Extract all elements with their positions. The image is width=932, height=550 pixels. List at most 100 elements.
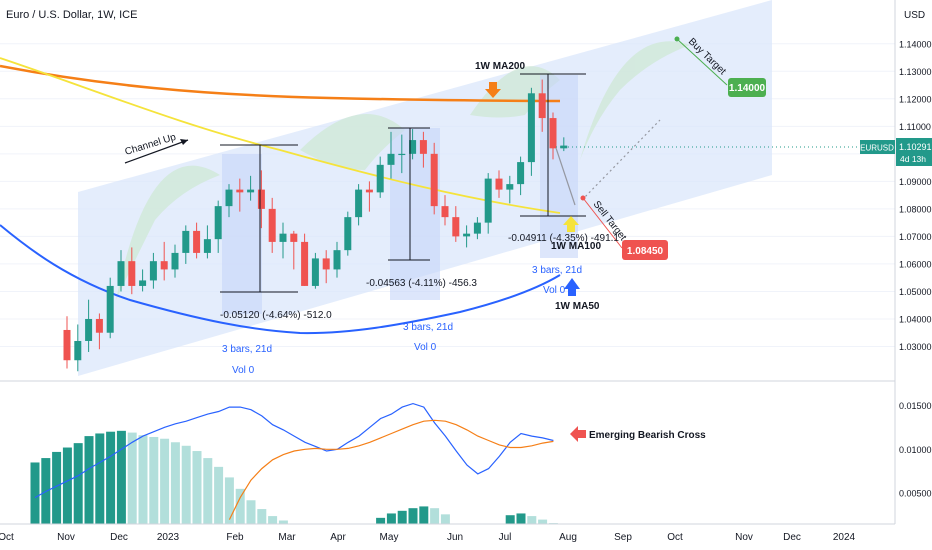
histogram-bar	[192, 451, 202, 524]
price-tick-label: 1.04000	[899, 314, 932, 324]
buy-target-line	[676, 38, 728, 86]
candle-body	[430, 153, 438, 207]
time-tick-label: Oct	[667, 532, 683, 543]
histogram-bar	[62, 447, 72, 524]
candle-body	[473, 222, 481, 234]
ma50-label: 1W MA50	[555, 301, 600, 312]
candle-body	[538, 93, 546, 119]
histogram-bar	[397, 510, 407, 524]
channel-arrow	[124, 139, 189, 164]
candle-body	[149, 261, 157, 281]
candle-body	[506, 184, 514, 190]
histogram-bar	[257, 509, 267, 524]
candle-body	[452, 217, 460, 237]
candle-body	[85, 318, 93, 341]
time-tick-label: Mar	[278, 532, 296, 543]
price-tick-label: 1.06000	[899, 259, 932, 269]
measure-3-bars: 3 bars, 21d	[532, 265, 582, 276]
histogram-bar	[52, 451, 62, 524]
candle-body	[247, 189, 255, 193]
buy-target-price: 1.14000	[729, 83, 766, 94]
price-tag[interactable]	[896, 138, 932, 166]
projection-lines	[555, 119, 661, 206]
histogram-bar	[127, 432, 137, 524]
histogram-bar	[138, 435, 148, 524]
candle-body	[463, 233, 471, 237]
candle-body	[419, 140, 427, 154]
candle-body	[549, 118, 557, 149]
candle-body	[495, 178, 503, 190]
candle-body	[160, 261, 168, 270]
candle-body	[301, 241, 309, 286]
indicator-tick-label: 0.01000	[899, 445, 932, 455]
price-tick-label: 1.14000	[899, 39, 932, 49]
candle-body	[128, 261, 136, 286]
time-tick-label: Apr	[330, 532, 346, 543]
ma200-line	[0, 64, 561, 103]
candle-body	[171, 252, 179, 270]
candle-body	[527, 93, 535, 163]
candle-body	[106, 285, 114, 333]
time-tick-label: 2024	[833, 532, 856, 543]
measure-2-stat: -0.04563 (-4.11%) -456.3	[366, 278, 477, 289]
candle-body	[268, 208, 276, 242]
histogram-bar	[160, 438, 170, 524]
histogram-bar	[214, 466, 224, 524]
histogram-bar	[386, 513, 396, 524]
histogram-bar	[235, 488, 245, 524]
time-axis[interactable]: Oct Nov Dec 2023 Feb Mar Apr May Jun Jul Aug Sep Oct…	[0, 532, 856, 543]
indicator-tick-label: 0.00500	[899, 489, 932, 499]
histogram-bar	[203, 458, 213, 524]
price-tag-countdown: 4d 13h	[900, 154, 926, 164]
buy-target-price-box	[728, 78, 766, 97]
sell-target-line	[582, 197, 623, 249]
candle-body	[387, 153, 395, 165]
measure-lines	[220, 73, 586, 293]
histogram-bar	[268, 516, 278, 524]
time-tick-label: Dec	[110, 532, 128, 543]
candle-body	[139, 280, 147, 286]
bearish-cross-label: Emerging Bearish Cross	[589, 430, 706, 441]
candle-body	[344, 217, 352, 251]
candles	[63, 79, 568, 372]
price-tick-label: 1.05000	[899, 287, 932, 297]
indicator-tick-label: 0.01500	[899, 401, 932, 411]
time-tick-label: Nov	[735, 532, 753, 543]
candle-body	[290, 233, 298, 242]
measure-3-vol: Vol 0	[543, 285, 566, 296]
ma200-arrow-icon	[485, 82, 501, 98]
candle-body	[376, 164, 384, 193]
channel-arrow-head	[180, 139, 188, 145]
macd-line	[34, 402, 554, 499]
measure-3-stat: -0.04911 (-4.35%) -491.1	[508, 233, 619, 244]
histogram-bar	[516, 513, 526, 524]
signal-line	[228, 419, 554, 520]
indicator-pane	[30, 402, 558, 524]
time-tick-label: Jun	[447, 532, 463, 543]
histogram-bar	[224, 477, 234, 524]
measure-2-bars: 3 bars, 21d	[403, 322, 453, 333]
symbol-tag	[860, 140, 895, 154]
measure-2-vol: Vol 0	[414, 342, 437, 353]
currency-label: USD	[904, 10, 925, 21]
candle-body	[311, 258, 319, 286]
histogram-bar	[505, 515, 515, 524]
price-tick-label: 1.07000	[899, 232, 932, 242]
sell-target-price: 1.08450	[627, 246, 664, 257]
histogram-bar	[73, 443, 83, 524]
histogram-bar	[95, 433, 105, 524]
histogram-bar	[84, 436, 94, 524]
price-tick-label: 1.13000	[899, 67, 932, 77]
candle-body	[257, 189, 265, 209]
candle-body	[63, 329, 71, 361]
histogram-bar	[440, 514, 450, 524]
price-tag-value: 1.10291	[899, 142, 932, 152]
indicator-axis[interactable]: 0.01500 0.01000 0.00500	[899, 401, 932, 499]
bearish-cross-arrow-icon	[570, 426, 586, 442]
candle-body	[560, 145, 568, 149]
candle-body	[203, 239, 211, 253]
chart-title: Euro / U.S. Dollar, 1W, ICE	[6, 9, 137, 21]
histogram-bar	[278, 520, 288, 524]
sell-target-dot	[580, 195, 586, 201]
